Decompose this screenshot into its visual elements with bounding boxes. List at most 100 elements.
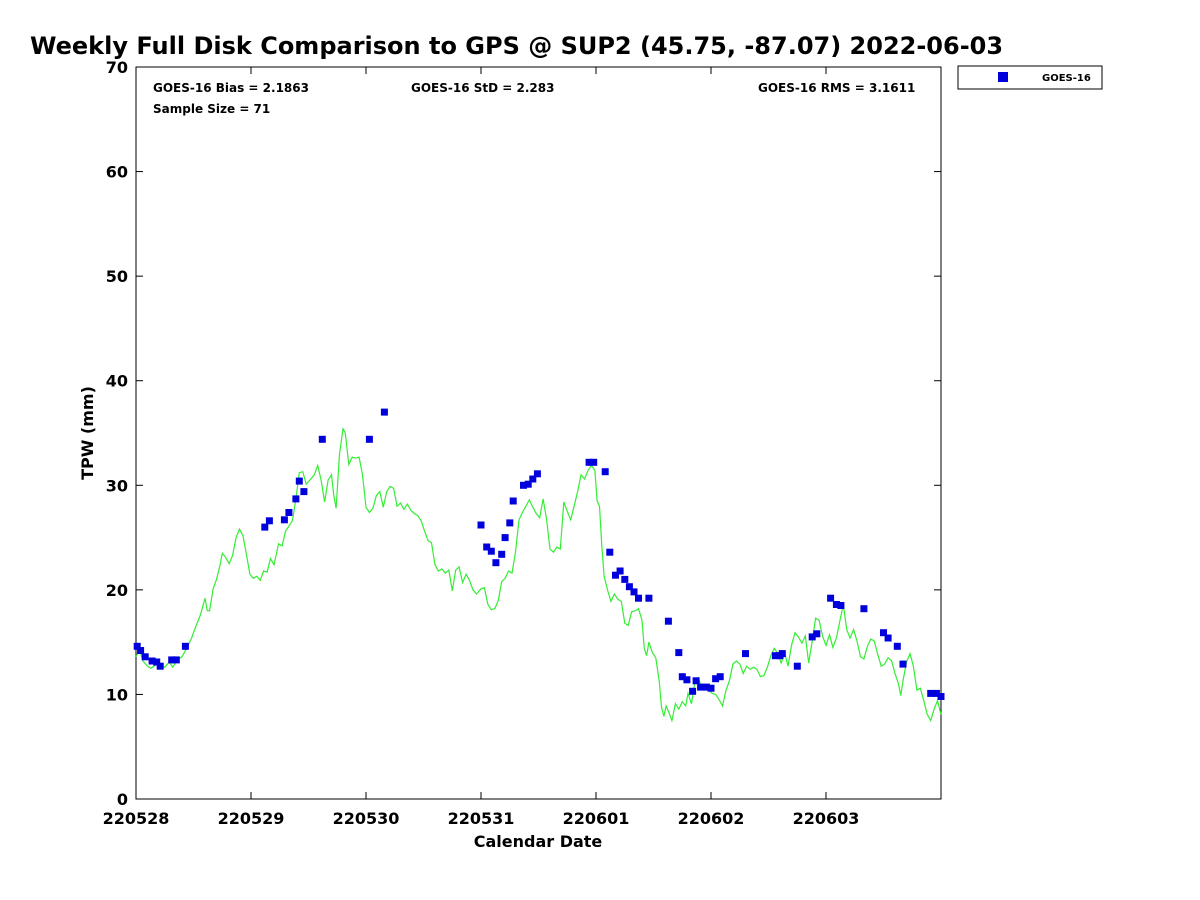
y-axis: 0 10 20 30 40 50 60 70 (106, 58, 941, 809)
legend: GOES-16 (957, 65, 1103, 90)
goes-data-point (793, 662, 801, 670)
goes-data-point (927, 689, 935, 697)
goes-data-point (893, 642, 901, 650)
x-tick-label: 220602 (678, 809, 745, 828)
goes-data-point (899, 660, 907, 668)
goes-data-point (168, 656, 176, 664)
goes-data-point (813, 630, 821, 638)
y-tick-label: 0 (117, 790, 128, 809)
goes-data-point (261, 523, 269, 531)
goes-data-point (133, 642, 141, 650)
goes-data-point (292, 495, 300, 503)
x-tick-label: 220528 (103, 809, 170, 828)
sample-size-stat: Sample Size = 71 (153, 102, 270, 116)
goes-data-point (689, 687, 697, 695)
goes-data-point (675, 649, 683, 657)
x-tick-label: 220603 (793, 809, 860, 828)
goes-data-point (137, 647, 145, 654)
y-tick-label: 20 (106, 581, 128, 600)
goes-data-point (295, 477, 303, 485)
y-axis-label: TPW (mm) (78, 386, 97, 480)
y-tick-label: 60 (106, 163, 128, 182)
goes-data-point (285, 509, 293, 516)
gps-series-line (135, 426, 942, 723)
x-axis-label: Calendar Date (474, 832, 603, 851)
y-tick-label: 40 (106, 372, 128, 391)
goes-data-point (365, 435, 373, 443)
goes-data-point (380, 408, 388, 416)
goes-data-point (778, 650, 786, 658)
goes-data-point (932, 689, 940, 697)
goes-data-point (808, 633, 816, 641)
y-tick-label: 70 (106, 58, 128, 77)
goes-data-point (524, 480, 532, 488)
legend-marker-goes (998, 72, 1008, 82)
goes-data-point (318, 435, 326, 443)
goes-data-point (697, 683, 705, 691)
goes-data-point (153, 658, 161, 666)
goes-data-point (664, 617, 672, 625)
goes-data-point (300, 488, 308, 496)
goes-data-point (529, 475, 537, 483)
goes-data-point (148, 657, 156, 665)
goes-data-point (683, 676, 691, 684)
goes-data-point (585, 458, 593, 466)
goes-data-point (712, 675, 720, 683)
goes-data-point (483, 543, 491, 551)
goes-data-point (590, 458, 598, 466)
x-tick-label: 220530 (333, 809, 400, 828)
goes-data-point (601, 468, 609, 476)
goes-data-point (884, 634, 892, 642)
goes-data-point (181, 642, 189, 650)
rms-stat: GOES-16 RMS = 3.1611 (758, 81, 915, 95)
goes-data-point (533, 470, 541, 478)
goes-data-point (156, 662, 164, 670)
goes-data-point (506, 519, 514, 527)
goes-data-point (621, 575, 629, 583)
goes-data-point (707, 684, 715, 692)
goes-data-point (280, 516, 288, 524)
goes-data-point (141, 653, 149, 661)
goes-data-point (832, 601, 840, 608)
y-tick-label: 10 (106, 685, 128, 704)
x-tick-label: 220531 (448, 809, 515, 828)
goes-data-point (520, 481, 527, 489)
goes-data-point (742, 650, 749, 658)
chart-title: Weekly Full Disk Comparison to GPS @ SUP… (30, 32, 1003, 60)
goes-data-point (265, 517, 273, 525)
goes-data-point (606, 548, 614, 556)
y-tick-label: 30 (106, 476, 128, 495)
plot-frame (135, 66, 942, 800)
goes-data-point (645, 594, 653, 602)
goes-data-point (716, 673, 724, 681)
goes-data-point (678, 673, 686, 681)
bias-stat: GOES-16 Bias = 2.1863 (153, 81, 309, 95)
goes-data-point (625, 583, 633, 591)
goes-data-point (509, 497, 517, 505)
goes-data-point (937, 693, 945, 700)
legend-box (957, 65, 1103, 90)
goes-data-point (635, 594, 642, 602)
x-axis: 220528 220529 220530 220531 220601 220602 2206… (103, 67, 860, 828)
goes-data-point (702, 683, 710, 691)
goes-series-points (133, 408, 945, 700)
y-tick-label: 50 (106, 267, 128, 286)
goes-data-point (880, 629, 887, 637)
goes-data-point (487, 547, 495, 555)
goes-data-point (630, 588, 638, 596)
goes-data-point (501, 534, 509, 542)
goes-data-point (837, 602, 845, 609)
goes-data-point (860, 605, 868, 613)
goes-data-point (692, 677, 700, 685)
goes-data-point (477, 521, 485, 529)
x-tick-label: 220529 (218, 809, 285, 828)
goes-data-point (771, 652, 779, 660)
legend-label-goes: GOES-16 (1042, 73, 1091, 84)
x-tick-label: 220601 (563, 809, 630, 828)
std-stat: GOES-16 StD = 2.283 (411, 81, 554, 95)
goes-data-point (498, 550, 506, 558)
goes-data-point (492, 559, 500, 567)
goes-data-point (612, 571, 619, 579)
goes-data-point (172, 656, 180, 664)
